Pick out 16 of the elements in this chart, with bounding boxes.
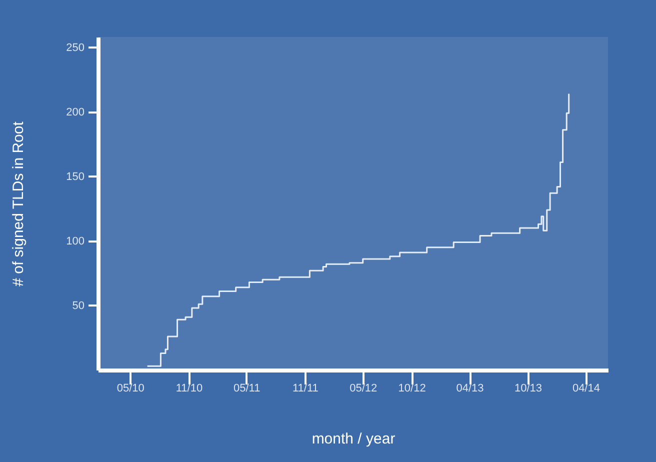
x-axis-title: month / year — [312, 430, 396, 448]
y-axis-title: # of signed TLDs in Root — [10, 120, 28, 286]
y-tick-label: 50 — [72, 300, 84, 312]
x-tick-label: 04/13 — [456, 382, 484, 394]
x-tick-label: 10/13 — [514, 382, 542, 394]
x-tick-label: 05/12 — [350, 382, 378, 394]
y-tick-label: 150 — [66, 170, 84, 183]
x-tick-label: 10/12 — [398, 382, 426, 394]
x-tick-label: 11/10 — [176, 382, 203, 394]
x-tick-label: 04/14 — [572, 382, 600, 394]
x-tick-label: 05/10 — [116, 382, 144, 394]
y-tick-label: 200 — [66, 106, 84, 118]
x-tick-label: 05/11 — [233, 382, 260, 394]
x-tick-label: 11/11 — [292, 382, 318, 394]
y-tick-label: 250 — [66, 42, 84, 54]
y-tick-label: 100 — [66, 235, 84, 248]
